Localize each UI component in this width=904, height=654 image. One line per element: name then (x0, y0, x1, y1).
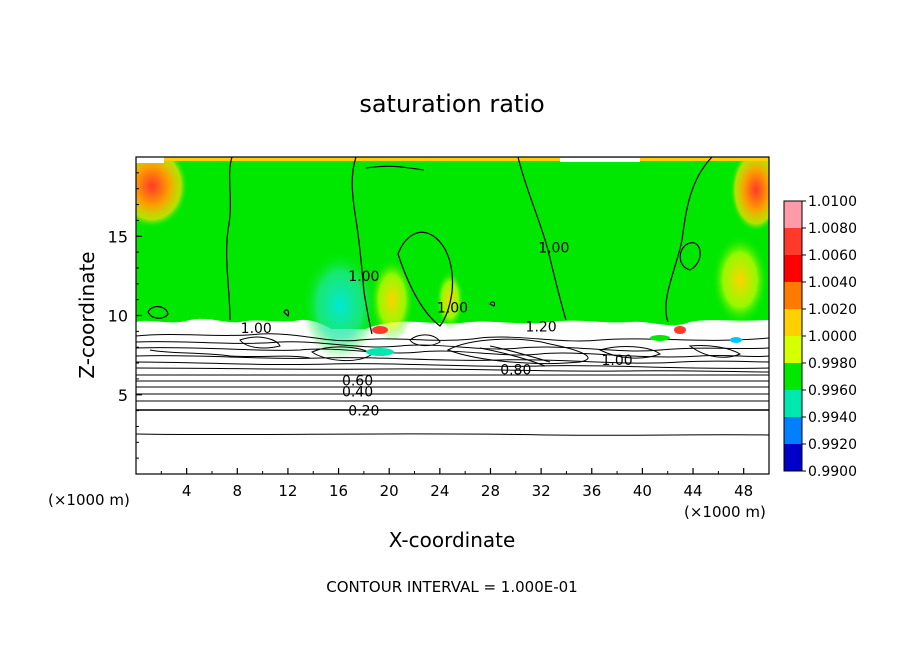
contour-label: 1.00 (601, 353, 632, 369)
chart-title: saturation ratio (359, 90, 544, 118)
red-anomaly-top-left (136, 157, 188, 228)
x-tick-label: 16 (329, 482, 348, 500)
colorbar-label: 1.0000 (808, 329, 857, 345)
x-tick-label: 8 (233, 482, 243, 500)
y-axis: 5 10 15 (108, 172, 142, 459)
contour-label: 0.80 (500, 362, 531, 378)
colorbar-swatch (784, 282, 802, 309)
x-tick-label: 48 (734, 482, 753, 500)
colorbar: 1.0100 1.0080 1.0060 1.0040 1.0020 1.0000 0.99… (783, 194, 857, 480)
x-tick-label: 20 (380, 482, 399, 500)
x-tick-label: 32 (532, 482, 551, 500)
colorbar-label: 1.0040 (808, 275, 857, 291)
colorbar-swatch (784, 228, 802, 255)
colorbar-swatch (784, 309, 802, 336)
contour-label: 1.20 (526, 320, 557, 336)
colorbar-swatch (784, 444, 802, 471)
x-axis-label: X-coordinate (389, 528, 516, 552)
x-tick-label: 24 (430, 482, 449, 500)
x-tick-label: 12 (278, 482, 297, 500)
top-left-white (136, 157, 164, 163)
top-white-patch (560, 158, 640, 162)
colorbar-label: 0.9960 (808, 383, 857, 399)
colorbar-swatch (784, 417, 802, 444)
contour-label: 0.60 (342, 373, 373, 389)
colorbar-label: 1.0100 (808, 194, 857, 210)
x-tick-label: 44 (683, 482, 702, 500)
x-tick-label: 4 (182, 482, 192, 500)
red-anomaly-top-right (730, 157, 769, 232)
contour-label: 0.40 (342, 385, 373, 401)
y-tick-label: 15 (108, 227, 128, 246)
x-axis: 4 8 12 16 20 24 28 32 36 40 44 48 (160, 468, 753, 500)
colorbar-label: 0.9920 (808, 437, 857, 453)
contour-label: 1.00 (348, 269, 379, 285)
colorbar-label: 0.9940 (808, 410, 857, 426)
z-unit-label: (×1000 m) (48, 491, 130, 509)
colorbar-label: 0.9900 (808, 464, 857, 480)
contour-label: 0.20 (348, 404, 379, 420)
cloud-base-anomalies (366, 326, 742, 356)
contour-label: 1.00 (241, 321, 272, 337)
contours-lower (136, 374, 769, 436)
x-tick-label: 36 (582, 482, 601, 500)
colorbar-swatch (784, 336, 802, 363)
colorbar-swatch (784, 363, 802, 390)
contours-upper (147, 157, 713, 335)
contour-interval-footer: CONTOUR INTERVAL = 1.000E-01 (326, 578, 577, 596)
cyan-anomaly (302, 250, 378, 360)
contours-cloud (136, 333, 769, 373)
yellow-anomaly-left (370, 258, 414, 342)
x-tick-label: 40 (633, 482, 652, 500)
top-edge-anomaly (136, 157, 769, 161)
colorbar-label: 1.0020 (808, 302, 857, 318)
y-axis-label: Z-coordinate (75, 251, 99, 378)
colorbar-label: 1.0080 (808, 221, 857, 237)
colorbar-swatch (784, 201, 802, 228)
colorbar-label: 0.9980 (808, 356, 857, 372)
colorbar-label: 1.0060 (808, 248, 857, 264)
y-tick-label: 5 (118, 386, 128, 405)
x-unit-label: (×1000 m) (684, 503, 766, 521)
contour-label: 1.00 (437, 301, 468, 317)
yellow-anomaly-right (712, 235, 768, 325)
y-tick-label: 10 (108, 307, 128, 326)
colorbar-swatch (784, 390, 802, 417)
contour-label: 1.00 (538, 240, 569, 256)
x-tick-label: 28 (481, 482, 500, 500)
saturation-field: 0.20 0.400.60 0.80 1.00 1.00 1.00 1.00 1.00 1.20 (136, 157, 769, 474)
colorbar-swatch (784, 255, 802, 282)
